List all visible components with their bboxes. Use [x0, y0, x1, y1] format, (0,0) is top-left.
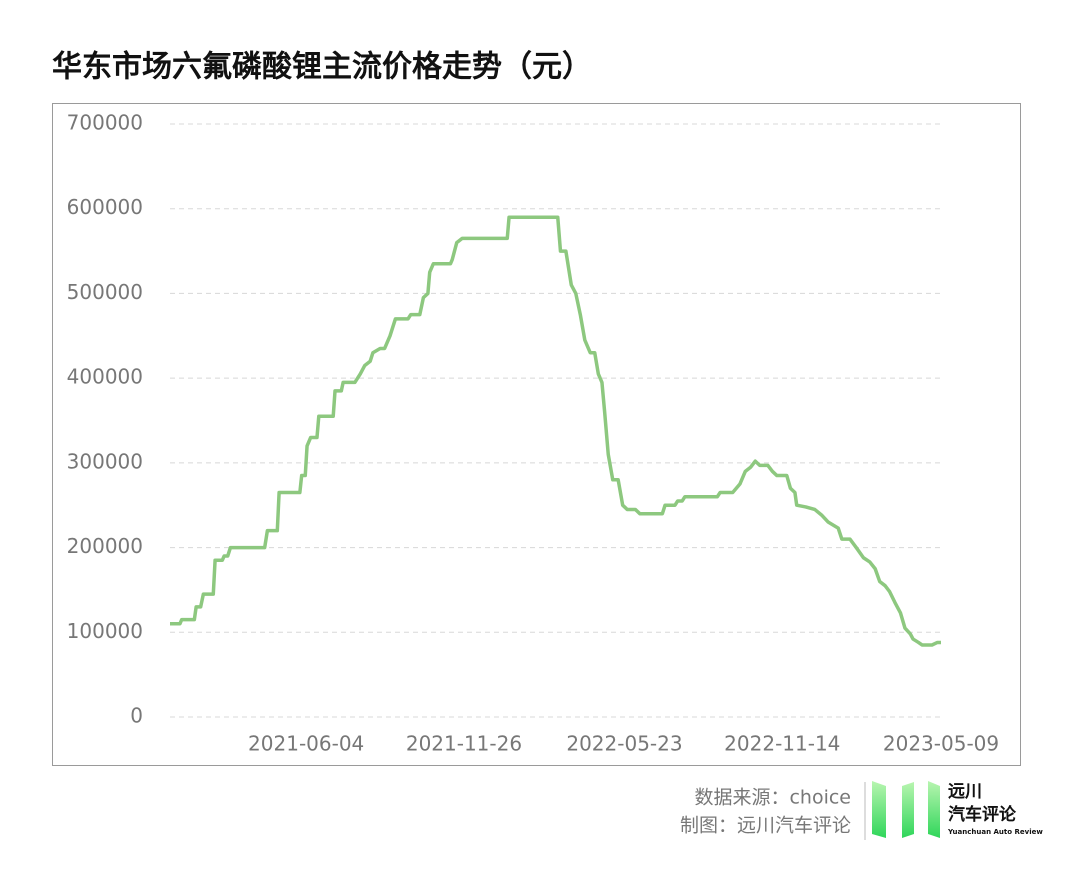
x-tick-label: 2023-05-09: [883, 732, 999, 756]
source-note: 数据来源：choice: [694, 787, 851, 809]
data-line: [170, 215, 941, 647]
logo-bar: [902, 782, 914, 838]
y-tick-label: 300000: [67, 449, 143, 473]
x-tick-label: 2021-06-04: [248, 732, 364, 756]
y-tick-label: 200000: [67, 534, 143, 558]
y-tick-label: 0: [130, 704, 143, 728]
logo-subtext: Yuanchuan Auto Review: [947, 828, 1043, 836]
x-tick-label: 2022-11-14: [724, 732, 840, 756]
x-tick-label: 2022-05-23: [566, 732, 682, 756]
logo-text: 汽车评论: [948, 804, 1017, 825]
chart-title: 华东市场六氟磷酸锂主流价格走势（元）: [52, 50, 592, 85]
credit-note: 制图：远川汽车评论: [680, 815, 851, 837]
plot: 0 100000 200000 300000 400000 500000 600000 700…: [67, 111, 999, 756]
x-tick-label: 2021-11-26: [406, 732, 522, 756]
y-tick-label: 100000: [67, 619, 143, 643]
logo-bar: [872, 781, 886, 838]
plot-frame: [52, 103, 1021, 766]
logo-text: 远川: [948, 782, 982, 802]
y-tick-label: 400000: [67, 365, 143, 389]
y-tick-label: 700000: [67, 111, 143, 135]
logo-bar: [928, 781, 940, 838]
y-tick-label: 500000: [67, 280, 143, 304]
y-tick-label: 600000: [67, 195, 143, 219]
